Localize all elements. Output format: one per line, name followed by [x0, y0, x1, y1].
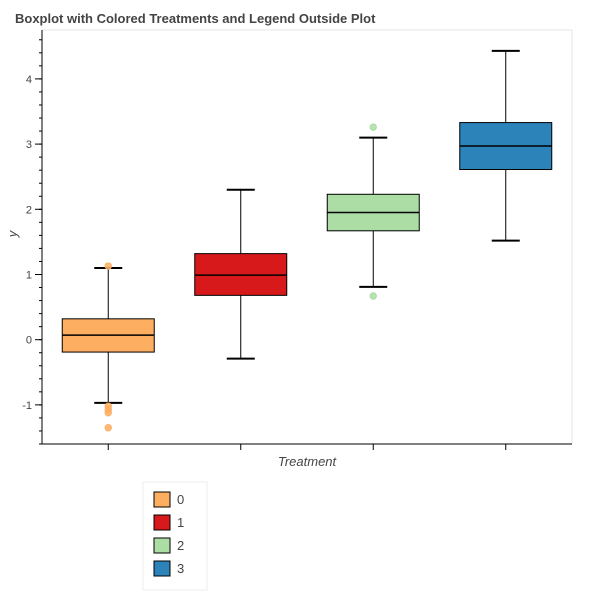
- y-axis-label: y: [5, 229, 20, 238]
- y-tick-label: 1: [26, 269, 32, 281]
- legend-box: [142, 481, 208, 591]
- outlier-point: [104, 409, 112, 417]
- y-tick-label: 2: [26, 204, 32, 216]
- box-2: [326, 123, 420, 300]
- y-tick-label: 0: [26, 335, 32, 347]
- boxes: [61, 49, 553, 432]
- legend-swatch: [153, 491, 171, 508]
- outlier-point: [369, 123, 377, 131]
- y-axis: -1 0 1 2 3 4: [22, 30, 43, 445]
- box-0: [61, 262, 155, 432]
- legend-swatch: [153, 560, 171, 577]
- legend-label: 0: [177, 492, 184, 507]
- legend-label: 2: [177, 538, 184, 553]
- legend-swatch: [153, 537, 171, 554]
- x-axis-label: Treatment: [278, 454, 338, 469]
- legend-swatch: [153, 514, 171, 531]
- y-tick-label: 3: [26, 139, 32, 151]
- plot-frame: [42, 29, 573, 444]
- box-3: [459, 49, 553, 242]
- outlier-point: [104, 424, 112, 432]
- y-tick-label: 4: [26, 74, 32, 86]
- x-axis: [42, 443, 572, 450]
- legend-label: 1: [177, 515, 184, 530]
- outlier-point: [104, 262, 112, 270]
- y-tick-label: -1: [22, 400, 32, 412]
- legend: 0 1 2 3: [142, 481, 208, 591]
- legend-label: 3: [177, 561, 184, 576]
- outlier-point: [369, 292, 377, 300]
- box-1: [194, 188, 288, 360]
- chart-title: Boxplot with Colored Treatments and Lege…: [15, 11, 376, 26]
